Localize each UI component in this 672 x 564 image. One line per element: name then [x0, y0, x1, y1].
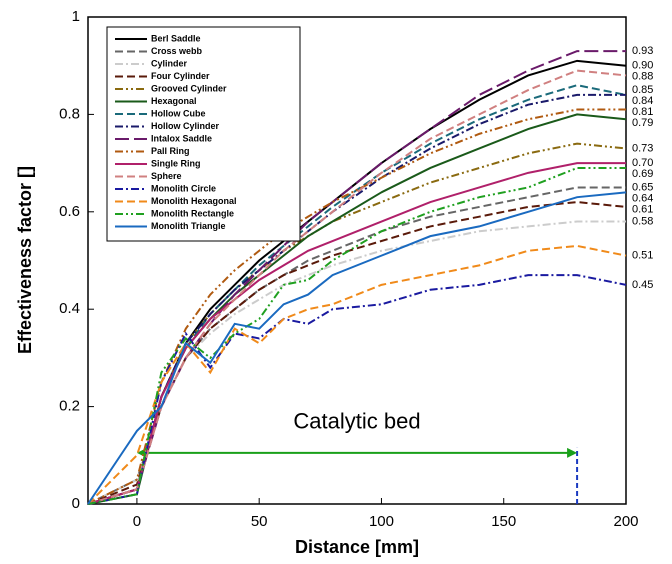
y-tick-label: 1 — [72, 8, 80, 25]
legend-label: Berl Saddle — [151, 33, 201, 43]
series-line — [87, 244, 627, 505]
series-line — [87, 220, 626, 505]
end-value-label: 0.93 — [632, 45, 653, 57]
legend-label: Cylinder — [151, 58, 188, 68]
legend-label: Single Ring — [151, 158, 201, 168]
x-tick-label: 150 — [491, 513, 516, 530]
x-tick-label: 200 — [613, 513, 638, 530]
end-value-label: 0.65 — [632, 181, 653, 193]
series-line — [87, 166, 626, 505]
legend-label: Grooved Cylinder — [151, 83, 227, 93]
end-value-label: 0.51 — [632, 250, 653, 262]
y-tick-label: 0.4 — [59, 300, 80, 317]
x-tick-label: 0 — [133, 513, 141, 530]
legend-box — [106, 26, 301, 242]
series-line — [87, 191, 627, 505]
bed-label: Catalytic bed — [293, 409, 420, 434]
end-value-label: 0.45 — [632, 279, 653, 291]
legend-label: Sphere — [151, 171, 182, 181]
legend-label: Pall Ring — [151, 146, 190, 156]
series-line — [87, 201, 627, 505]
y-axis-label: Effectiveness factor [] — [15, 166, 35, 354]
end-value-label: 0.84 — [632, 95, 653, 107]
legend-label: Four Cylinder — [151, 71, 210, 81]
end-value-label: 0.58 — [632, 215, 653, 227]
legend-label: Monolith Circle — [151, 183, 216, 193]
legend-label: Hexagonal — [151, 96, 197, 106]
legend-label: Intalox Saddle — [151, 133, 212, 143]
y-tick-label: 0.8 — [59, 105, 80, 122]
x-tick-label: 50 — [251, 513, 268, 530]
x-axis-label: Distance [mm] — [295, 537, 419, 557]
end-value-label: 0.64 — [632, 192, 653, 204]
y-tick-label: 0 — [72, 495, 80, 512]
y-tick-label: 0.2 — [59, 398, 80, 415]
legend-label: Hollow Cube — [151, 108, 206, 118]
end-value-label: 0.61 — [632, 203, 653, 215]
legend-label: Monolith Triangle — [151, 221, 226, 231]
series-line — [87, 50, 626, 505]
end-value-label: 0.85 — [632, 84, 653, 96]
series-line — [87, 274, 627, 505]
end-value-label: 0.81 — [632, 106, 653, 118]
end-value-label: 0.90 — [632, 60, 653, 72]
x-tick-label: 100 — [369, 513, 394, 530]
legend-label: Monolith Rectangle — [151, 208, 234, 218]
plot-frame — [87, 16, 627, 505]
series-line — [87, 142, 627, 505]
legend-label: Hollow Cylinder — [151, 121, 220, 131]
legend-label: Cross webb — [151, 46, 203, 56]
legend-label: Monolith Hexagonal — [151, 196, 237, 206]
end-value-label: 0.70 — [632, 157, 653, 169]
y-tick-label: 0.6 — [59, 203, 80, 220]
end-value-label: 0.73 — [632, 142, 653, 154]
end-value-label: 0.79 — [632, 117, 653, 129]
end-value-label: 0.88 — [632, 71, 653, 83]
end-value-label: 0.69 — [632, 168, 653, 180]
